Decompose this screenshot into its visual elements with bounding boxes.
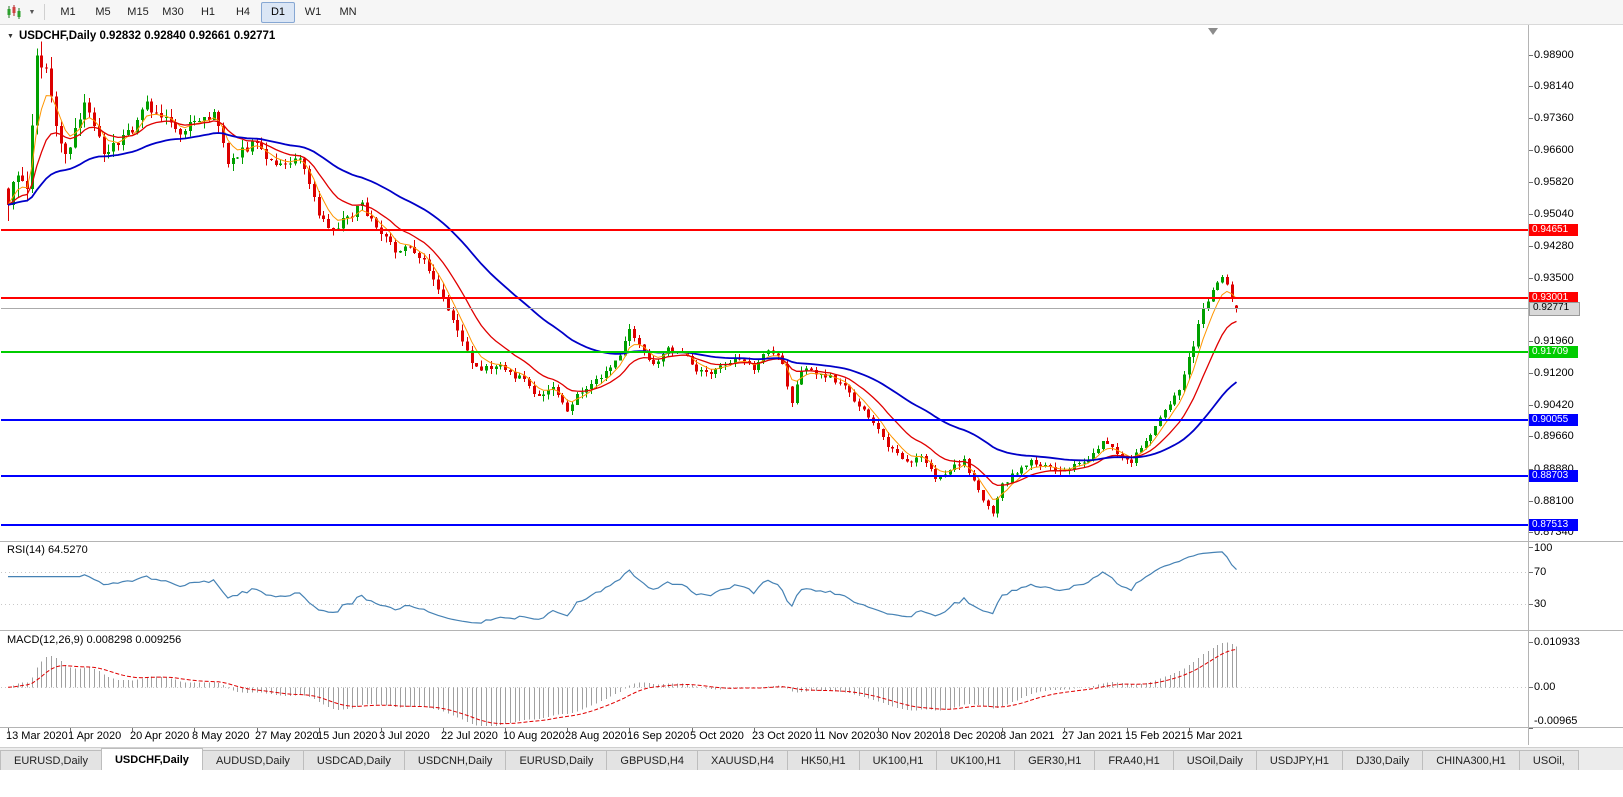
macd-histogram <box>13 642 1237 726</box>
price-axis-tick: 0.94280 <box>1534 240 1574 252</box>
price-axis-tick: 0.91200 <box>1534 367 1574 379</box>
tab-fra40-h1[interactable]: FRA40,H1 <box>1094 750 1174 771</box>
tab-xauusd-h4[interactable]: XAUUSD,H4 <box>696 750 788 771</box>
timeframe-toolbar: ▼ M1 M5 M15 M30 H1 H4 D1 W1 MN <box>0 0 1623 25</box>
timeframe-buttons: M1 M5 M15 M30 H1 H4 D1 W1 MN <box>51 1 365 23</box>
moving-averages <box>7 95 1238 500</box>
price-level-tag: 0.93001 <box>1529 292 1578 304</box>
date-axis-label: 28 Aug 2020 <box>565 730 627 742</box>
price-axis-tick: 0.90420 <box>1534 399 1574 411</box>
date-axis-label: 11 Nov 2020 <box>814 730 876 742</box>
date-axis-label: 20 Apr 2020 <box>130 730 190 742</box>
macd-signal-line <box>7 648 1237 725</box>
bid-price-tag: 0.92771 <box>1529 302 1580 316</box>
date-axis-label: 16 Sep 2020 <box>627 730 690 742</box>
chart-title: ▼ USDCHF,Daily 0.92832 0.92840 0.92661 0… <box>7 30 275 42</box>
tab-ger30-h1[interactable]: GER30,H1 <box>1014 750 1096 771</box>
price-axis-tick: 0.88100 <box>1534 495 1574 507</box>
price-axis-tick: 0.95040 <box>1534 208 1574 220</box>
date-axis-label: 27 May 2020 <box>255 730 319 742</box>
timeframe-button-h1[interactable]: H1 <box>200 6 216 18</box>
macd-axis-tick: 0.010933 <box>1534 636 1580 648</box>
date-axis-label: 5 Oct 2020 <box>690 730 744 742</box>
chart-type-icon[interactable] <box>3 2 25 22</box>
tab-usdcad-daily[interactable]: USDCAD,Daily <box>302 750 405 771</box>
date-axis-label: 23 Oct 2020 <box>752 730 812 742</box>
tab-eurusd-daily[interactable]: EURUSD,Daily <box>505 750 608 771</box>
timeframe-button-m15[interactable]: M15 <box>127 6 149 18</box>
tab-uk100-h1[interactable]: UK100,H1 <box>936 750 1016 771</box>
timeframe-button-m5[interactable]: M5 <box>95 6 111 18</box>
tab-uk100-h1[interactable]: UK100,H1 <box>858 750 938 771</box>
tab-audusd-daily[interactable]: AUDUSD,Daily <box>201 750 304 771</box>
chart-shift-marker[interactable] <box>1208 28 1218 35</box>
tab-china300-h1[interactable]: CHINA300,H1 <box>1422 750 1520 771</box>
price-level-tag: 0.90055 <box>1529 414 1578 426</box>
price-axis-tick: 0.97360 <box>1534 112 1574 124</box>
toolbar-separator <box>44 4 45 20</box>
date-axis-label: 18 Dec 2020 <box>938 730 1001 742</box>
date-axis-label: 8 Jan 2021 <box>1000 730 1055 742</box>
price-level-tag: 0.88703 <box>1529 470 1578 482</box>
price-axis-tick: 0.93500 <box>1534 272 1574 284</box>
price-level-tag: 0.94651 <box>1529 224 1578 236</box>
timeframe-button-w1[interactable]: W1 <box>304 6 322 18</box>
timeframe-button-d1[interactable]: D1 <box>261 1 295 23</box>
price-axis-tick: 0.96600 <box>1534 144 1574 156</box>
chart-tabs-bar: EURUSD,Daily USDCHF,Daily AUDUSD,Daily USDC… <box>0 747 1623 771</box>
tab-usoil-[interactable]: USOil, <box>1518 750 1579 771</box>
rsi-line <box>8 551 1237 624</box>
chart-type-dropdown-icon[interactable]: ▼ <box>28 8 36 16</box>
date-axis-label: 15 Feb 2021 <box>1125 730 1187 742</box>
timeframe-button-m1[interactable]: M1 <box>60 6 76 18</box>
date-axis-label: 5 Mar 2021 <box>1187 730 1243 742</box>
date-axis-label: 8 May 2020 <box>192 730 250 742</box>
date-axis-label: 30 Nov 2020 <box>876 730 939 742</box>
macd-axis-tick: 0.00 <box>1534 681 1556 693</box>
date-axis-label: 1 Apr 2020 <box>68 730 122 742</box>
symbol-dropdown-icon[interactable]: ▼ <box>7 32 14 40</box>
tab-usdjpy-h1[interactable]: USDJPY,H1 <box>1255 750 1344 771</box>
price-axis-tick: 0.95820 <box>1534 176 1574 188</box>
date-axis-label: 22 Jul 2020 <box>441 730 498 742</box>
date-axis-label: 27 Jan 2021 <box>1062 730 1123 742</box>
tab-usdcnh-daily[interactable]: USDCNH,Daily <box>403 750 507 771</box>
price-level-tag: 0.91709 <box>1529 346 1578 358</box>
rsi-axis-tick: 70 <box>1534 566 1547 578</box>
timeframe-button-mn[interactable]: MN <box>339 6 357 18</box>
axis-ticks <box>8 55 1533 732</box>
chart-title-text: USDCHF,Daily 0.92832 0.92840 0.92661 0.9… <box>18 30 276 42</box>
price-axis-tick: 0.91960 <box>1534 335 1574 347</box>
tab-eurusd-daily[interactable]: EURUSD,Daily <box>0 750 102 771</box>
macd-indicator-label: MACD(12,26,9) 0.008298 0.009256 <box>7 634 182 646</box>
rsi-axis-tick: 100 <box>1534 542 1553 554</box>
tab-gbpusd-h4[interactable]: GBPUSD,H4 <box>606 750 698 771</box>
date-axis-label: 10 Aug 2020 <box>503 730 565 742</box>
chart-canvas[interactable] <box>0 24 1623 745</box>
tab-usoil-daily[interactable]: USOil,Daily <box>1172 750 1257 771</box>
status-bar <box>0 770 1623 797</box>
tab-dj30-daily[interactable]: DJ30,Daily <box>1342 750 1424 771</box>
rsi-axis-tick: 30 <box>1534 598 1547 610</box>
price-axis-tick: 0.98140 <box>1534 80 1574 92</box>
candlestick-chart-icon <box>7 5 21 19</box>
date-axis-label: 15 Jun 2020 <box>317 730 378 742</box>
price-axis-tick: 0.89660 <box>1534 430 1574 442</box>
horizontal-level-lines[interactable] <box>1 229 1528 526</box>
tab-usdchf-daily[interactable]: USDCHF,Daily <box>100 748 203 771</box>
macd-axis-tick: -0.00965 <box>1534 715 1578 727</box>
candles <box>7 41 1238 518</box>
price-level-tag: 0.87513 <box>1529 519 1578 531</box>
date-axis-label: 3 Jul 2020 <box>379 730 430 742</box>
price-axis-tick: 0.98900 <box>1534 49 1574 61</box>
chart-window: ▼ USDCHF,Daily 0.92832 0.92840 0.92661 0… <box>0 24 1623 745</box>
date-axis-label: 13 Mar 2020 <box>6 730 68 742</box>
rsi-indicator-label: RSI(14) 64.5270 <box>7 544 88 556</box>
tab-hk50-h1[interactable]: HK50,H1 <box>786 750 860 771</box>
timeframe-button-h4[interactable]: H4 <box>235 6 251 18</box>
timeframe-button-m30[interactable]: M30 <box>162 6 184 18</box>
